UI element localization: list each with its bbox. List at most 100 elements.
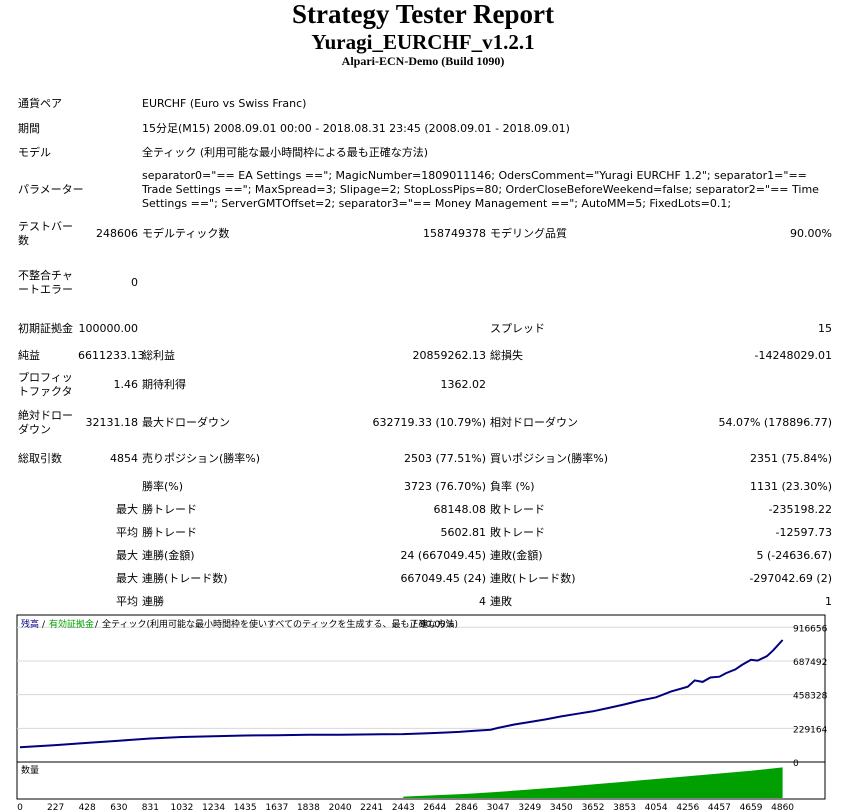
largest-loss-value: -235198.22 (768, 502, 832, 516)
average-profit-value: 5602.81 (440, 525, 487, 539)
max-consec-losses-value: 5 (-24636.67) (756, 548, 832, 562)
net-profit-label: 純益 (18, 349, 40, 362)
y-tick-label: 916656 (793, 624, 828, 634)
net-profit-value: 6611233.13 (78, 349, 145, 362)
x-tick-label: 4256 (676, 803, 699, 812)
max-consec-loss-value: -297042.69 (2) (749, 571, 832, 585)
x-tick-label: 2644 (423, 803, 446, 812)
max-consec2-label: 最大 (116, 571, 138, 585)
max-consec-loss-label: 連敗(トレード数) (490, 571, 576, 585)
gross-loss-value: -14248029.01 (754, 349, 832, 362)
y-tick-label: 0 (793, 759, 799, 769)
expected-payoff-label: 期待利得 (142, 378, 186, 391)
mismatch-label: 不整合チャートエラー (18, 269, 73, 296)
x-tick-label: 3652 (582, 803, 605, 812)
x-tick-label: 3450 (550, 803, 573, 812)
x-tick-label: 2846 (455, 803, 478, 812)
legend-balance: 残高 (21, 618, 39, 630)
avg-consec-losses-label: 連敗 (490, 594, 512, 608)
balance-chart: 0 229164 458328 687492 916656 0 227 428 630 831 1… (16, 614, 844, 812)
legend-equity: 有効証拠金 (49, 618, 94, 630)
x-tick-label: 4054 (645, 803, 668, 812)
server-name: Alpari-ECN-Demo (Build 1090) (341, 54, 505, 68)
avg-consec-wins-label: 連勝 (142, 594, 164, 608)
profit-factor-label: プロフィットファクタ (18, 371, 73, 398)
absolute-drawdown-label: 絶対ドローダウン (18, 409, 73, 436)
max-consec-losses-label: 連敗(金額) (490, 548, 543, 562)
report-title: Strategy Tester Report (292, 0, 554, 29)
total-trades-label: 総取引数 (18, 452, 62, 465)
avg-consec-wins-value: 4 (479, 594, 486, 608)
max-consec-wins-value: 24 (667049.45) (400, 548, 486, 562)
max-consec-label: 最大 (116, 548, 138, 562)
period-value: 15分足(M15) 2008.09.01 00:00 - 2018.08.31 … (142, 122, 570, 135)
parameters-value: separator0="== EA Settings =="; MagicNum… (142, 169, 819, 210)
x-tick-label: 831 (142, 803, 159, 812)
short-positions-label: 売りポジション(勝率%) (142, 452, 261, 465)
average-loss-label: 敗トレード (490, 525, 545, 539)
period-label: 期間 (18, 122, 40, 135)
gross-profit-label: 総利益 (142, 349, 175, 362)
legend-quality: 90.00% (420, 620, 455, 630)
maximal-drawdown-value: 632719.33 (10.79%) (372, 416, 486, 429)
x-tick-label: 1435 (234, 803, 257, 812)
legend-model: 全ティック(利用可能な最小時間枠を使いすべてのティックを生成する、最も正確な方法… (102, 618, 458, 630)
gross-loss-label: 総損失 (490, 349, 523, 362)
deposit-label: 初期証拠金 (18, 322, 73, 335)
x-tick-label: 428 (79, 803, 96, 812)
ticks-value: 158749378 (423, 227, 486, 240)
gross-profit-value: 20859262.13 (412, 349, 486, 362)
x-tick-label: 3853 (613, 803, 636, 812)
quality-value: 90.00% (790, 227, 832, 240)
max-consec-wins-label: 連勝(金額) (142, 548, 195, 562)
y-tick-label: 458328 (793, 692, 828, 702)
average-label: 平均 (116, 525, 138, 539)
profit-trades-label: 勝率(%) (142, 479, 184, 493)
long-positions-label: 買いポジション(勝率%) (490, 452, 609, 465)
avg-consec-label: 平均 (116, 594, 138, 608)
x-tick-label: 0 (17, 803, 23, 812)
legend-sep1: / (42, 620, 46, 630)
quality-label: モデリング品質 (490, 227, 567, 240)
long-positions-value: 2351 (75.84%) (749, 452, 832, 465)
x-tick-label: 1234 (202, 803, 225, 812)
legend-sep3: / (413, 620, 417, 630)
report-table: 通貨ペア EURCHF (Euro vs Swiss Franc) 期間 15分… (16, 90, 834, 613)
mismatch-value: 0 (131, 276, 138, 289)
parameters-label: パラメーター (18, 183, 84, 196)
average-profit-label: 勝トレード (142, 525, 197, 539)
balance-chart-svg: 0 229164 458328 687492 916656 0 227 428 630 831 1… (16, 614, 828, 812)
maximal-drawdown-label: 最大ドローダウン (142, 416, 230, 429)
x-tick-label: 4457 (708, 803, 731, 812)
x-tick-label: 227 (47, 803, 64, 812)
largest-label: 最大 (116, 502, 138, 516)
volume-area (403, 767, 783, 798)
x-tick-label: 2241 (360, 803, 383, 812)
average-loss-value: -12597.73 (775, 525, 832, 539)
short-positions-value: 2503 (77.51%) (403, 452, 486, 465)
avg-consec-losses-value: 1 (825, 594, 832, 608)
y-tick-label: 229164 (793, 725, 828, 735)
max-consec-profit-label: 連勝(トレード数) (142, 571, 228, 585)
largest-profit-label: 勝トレード (142, 502, 197, 516)
x-tick-label: 1838 (297, 803, 320, 812)
relative-drawdown-value: 54.07% (178896.77) (718, 416, 832, 429)
symbol-label: 通貨ペア (18, 96, 62, 110)
loss-trades-value: 1131 (23.30%) (749, 479, 832, 493)
spread-value: 15 (818, 322, 832, 335)
bars-value: 248606 (96, 227, 138, 240)
x-tick-label: 2443 (392, 803, 415, 812)
balance-line (19, 639, 784, 749)
x-tick-label: 3249 (518, 803, 541, 812)
spread-label: スプレッド (490, 322, 545, 335)
model-label: モデル (18, 146, 51, 159)
ea-name: Yuragi_EURCHF_v1.2.1 (311, 30, 535, 54)
relative-drawdown-label: 相対ドローダウン (490, 416, 578, 429)
x-tick-label: 4860 (771, 803, 794, 812)
symbol-value: EURCHF (Euro vs Swiss Franc) (142, 96, 307, 110)
deposit-value: 100000.00 (78, 322, 139, 335)
largest-loss-label: 敗トレード (490, 502, 545, 516)
loss-trades-label: 負率 (%) (490, 479, 535, 493)
profit-factor-value: 1.46 (113, 378, 139, 391)
x-tick-label: 3047 (487, 803, 510, 812)
